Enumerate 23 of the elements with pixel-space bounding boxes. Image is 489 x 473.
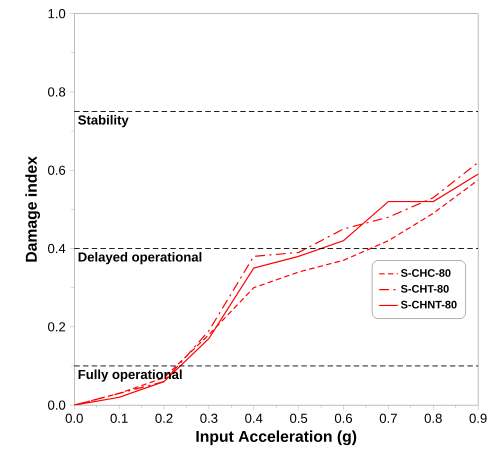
x-axis-title: Input Acceleration (g) [196,430,356,446]
y-tick-label: 0.4 [48,244,66,254]
x-tick-label: 0.4 [245,414,262,424]
y-axis-title: Damage index [25,156,40,262]
x-tick-label: 0.7 [380,414,397,424]
y-tick-label: 0.8 [48,88,66,97]
y-tick-label: 0.2 [48,322,66,332]
legend-label: S-CHNT-80 [400,301,457,309]
x-tick-label: 0.0 [66,414,83,424]
ref-line-label: Stability [78,115,129,128]
y-tick-label: 1.0 [48,9,66,19]
x-tick-label: 0.6 [334,414,352,424]
legend-label: S-CHC-80 [400,269,451,278]
legend-label: S-CHT-80 [400,285,449,293]
x-tick-label: 0.1 [110,414,128,424]
y-tick-label: 0.6 [48,166,66,176]
x-tick-label: 0.5 [290,414,308,424]
x-tick-label: 0.9 [470,414,487,424]
x-tick-label: 0.3 [200,414,218,424]
x-tick-label: 0.2 [155,414,172,424]
y-tick-label: 0.0 [48,400,66,410]
ref-line-label: Delayed operational [78,252,202,264]
x-tick-label: 0.8 [424,414,442,424]
